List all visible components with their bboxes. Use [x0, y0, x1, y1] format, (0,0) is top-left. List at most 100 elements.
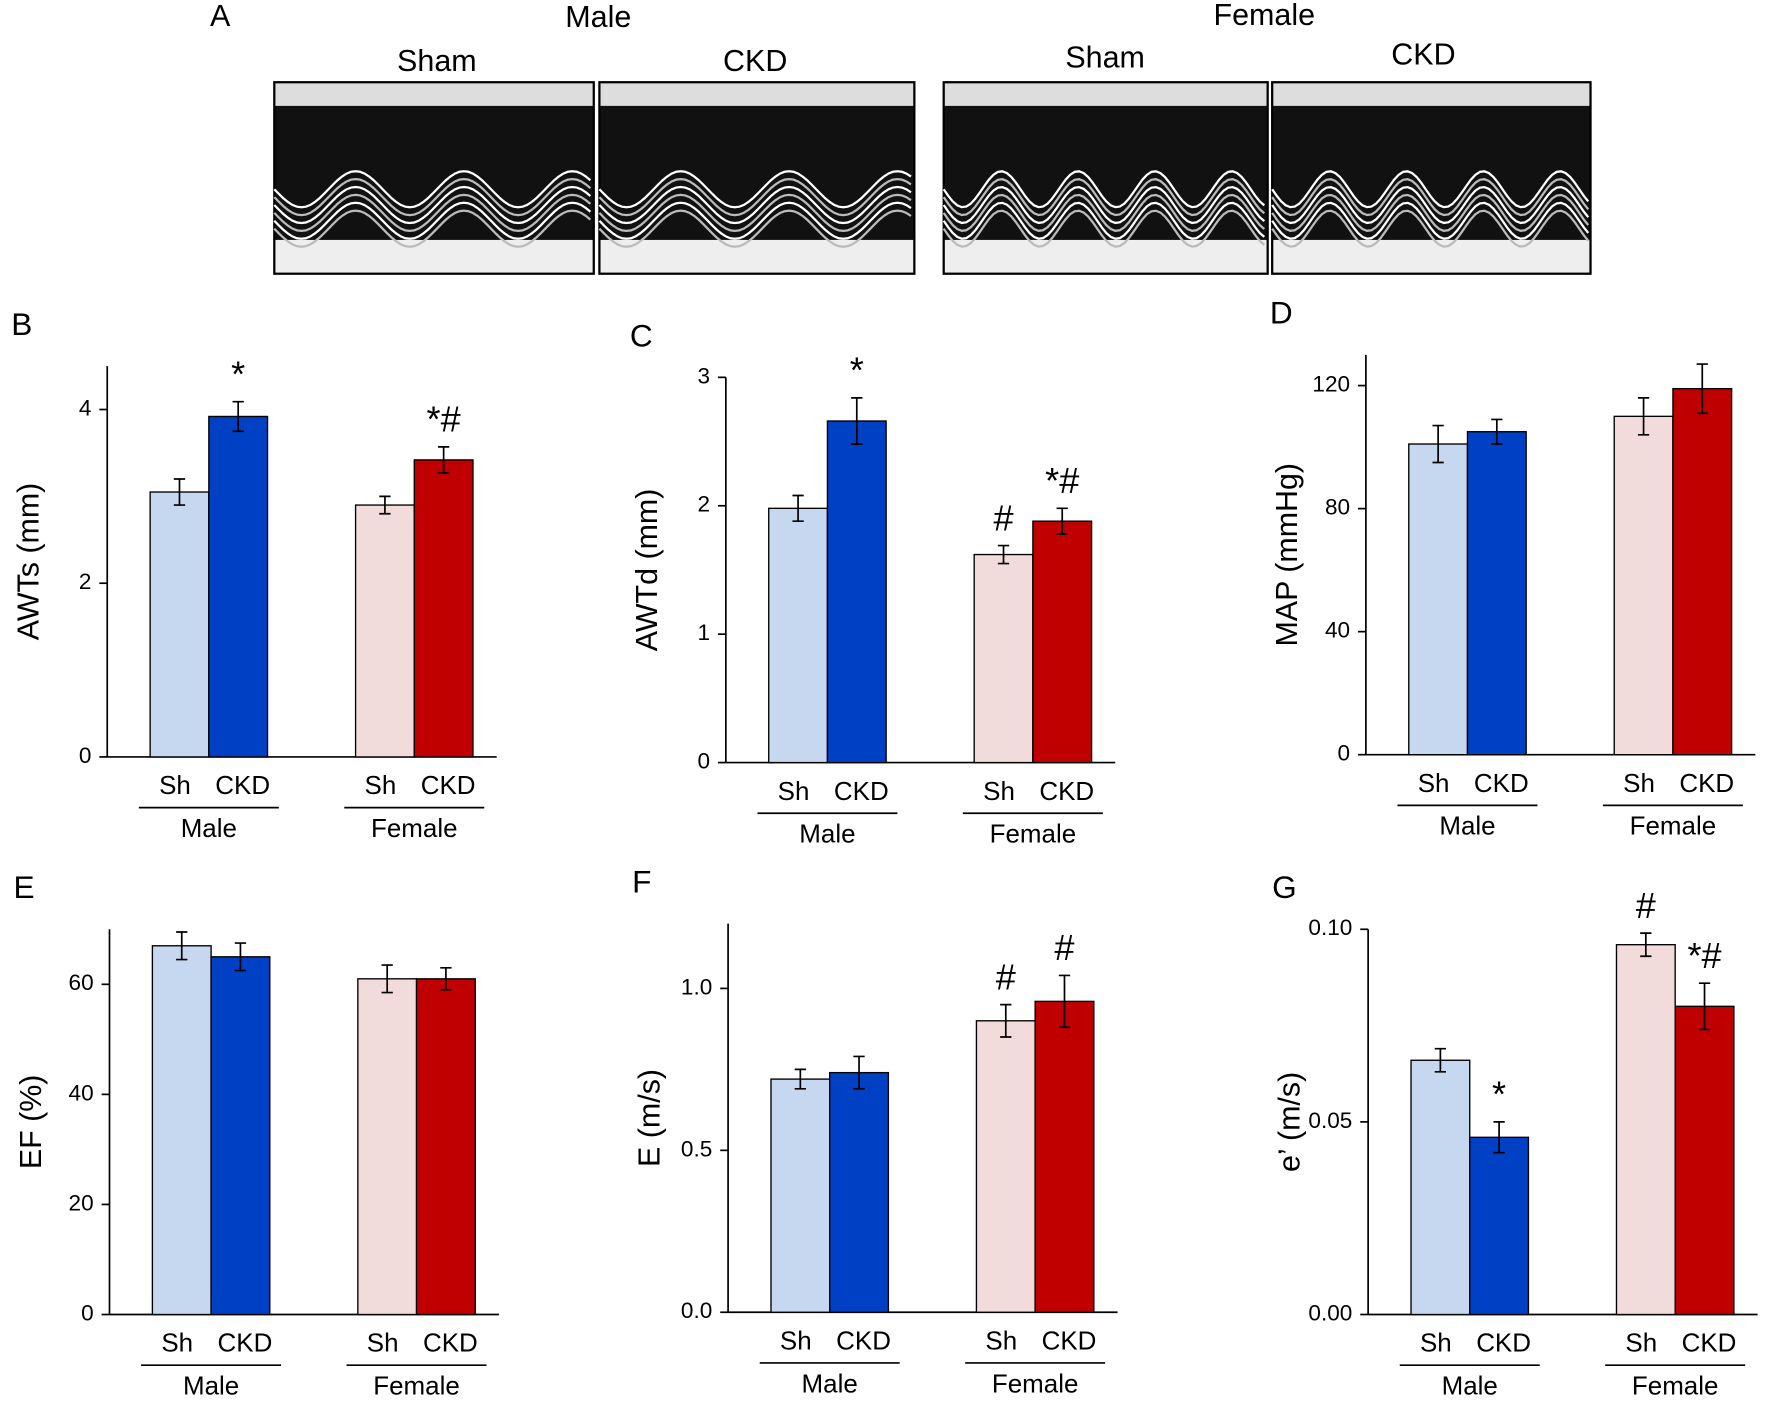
y-tick-label: 0.00	[1308, 1300, 1352, 1325]
significance-mark: *#	[1687, 935, 1721, 976]
y-tick-label: 0	[79, 743, 92, 768]
y-axis-label: AWTs (mm)	[12, 483, 46, 641]
panel-label: C	[630, 317, 653, 353]
error-bar	[1058, 974, 1071, 1029]
group-label: Female	[1632, 1373, 1719, 1401]
x-tick-label: Sh	[365, 772, 397, 800]
group-label: Female	[990, 821, 1077, 849]
group-label: Female	[992, 1370, 1079, 1398]
bar	[208, 415, 269, 758]
bar	[1408, 443, 1469, 756]
x-tick-label: CKD	[1042, 1328, 1097, 1356]
echo-wall	[273, 177, 592, 217]
group-label: Female	[371, 815, 458, 843]
echo-wall	[1271, 209, 1590, 248]
y-tick-label: 3	[697, 363, 710, 388]
error-bar	[173, 478, 186, 506]
echo-band	[600, 83, 914, 106]
x-tick-label: Sh	[1623, 770, 1655, 798]
bar	[1615, 944, 1676, 1316]
echo-band	[1273, 83, 1590, 106]
x-tick-label: Sh	[1625, 1330, 1657, 1358]
error-bar	[1000, 1003, 1012, 1038]
error-bar	[440, 966, 452, 991]
significance-mark: *#	[427, 399, 461, 440]
echo-wall	[1271, 193, 1590, 232]
bar	[413, 459, 474, 758]
image-title: CKD	[723, 44, 787, 78]
panel-label: B	[11, 306, 32, 342]
y-tick-label: 0.5	[681, 1136, 712, 1161]
significance-mark: *#	[1045, 460, 1079, 501]
group-label: Male	[1442, 1373, 1498, 1401]
panel-label: D	[1270, 295, 1293, 331]
y-tick-label: 0.05	[1308, 1108, 1352, 1133]
x-tick-label: CKD	[1682, 1330, 1737, 1358]
echo-wall	[598, 193, 912, 233]
error-bar	[794, 1068, 806, 1090]
error-bar	[1696, 363, 1708, 415]
echo-wall	[942, 170, 1266, 209]
bar	[415, 978, 476, 1316]
echo-wall	[942, 209, 1266, 248]
error-bar	[437, 446, 450, 474]
echo-wall	[942, 201, 1266, 240]
echo-wall	[1271, 201, 1590, 240]
bar	[975, 1020, 1036, 1313]
echo-band	[944, 83, 1267, 106]
y-tick-label: 20	[69, 1190, 94, 1215]
panel-label: E	[14, 869, 35, 905]
panel-label: A	[210, 0, 231, 33]
group-label: Male	[181, 815, 237, 843]
y-tick-label: 40	[1325, 618, 1350, 643]
error-bar	[1493, 1121, 1505, 1154]
bar	[1466, 431, 1527, 756]
significance-mark: *	[850, 350, 864, 391]
y-tick-label: 0.10	[1308, 915, 1352, 940]
echo-band	[600, 239, 914, 273]
significance-mark: *	[231, 353, 245, 394]
group-label: Male	[1439, 813, 1495, 841]
x-tick-label: Sh	[367, 1330, 399, 1358]
x-tick-label: CKD	[215, 772, 270, 800]
y-tick-label: 40	[69, 1080, 94, 1105]
bar	[354, 504, 415, 758]
panel-label: G	[1272, 869, 1297, 905]
y-tick-label: 1	[697, 620, 710, 645]
y-tick-label: 80	[1325, 495, 1350, 520]
echo-wall	[598, 177, 912, 217]
bar	[1034, 1000, 1095, 1313]
x-tick-label: Sh	[159, 772, 191, 800]
echo-band	[275, 83, 593, 106]
x-tick-label: Sh	[985, 1328, 1017, 1356]
echo-wall	[942, 185, 1266, 225]
significance-mark: #	[1636, 885, 1656, 926]
group-label: Male	[183, 1373, 239, 1401]
x-tick-label: Sh	[778, 778, 810, 806]
bar	[149, 491, 210, 758]
echo-wall	[273, 193, 592, 233]
echo-wall	[273, 185, 592, 225]
bar	[829, 1071, 890, 1313]
error-bar	[1491, 418, 1503, 445]
error-bar	[792, 494, 804, 523]
image-title: Sham	[397, 44, 477, 78]
bar	[210, 956, 271, 1316]
y-tick-label: 120	[1312, 372, 1350, 397]
echo-wall	[598, 201, 912, 240]
echo-band	[944, 239, 1267, 273]
x-tick-label: CKD	[1679, 770, 1734, 798]
x-tick-label: Sh	[1420, 1330, 1452, 1358]
image-title: CKD	[1391, 37, 1455, 71]
y-tick-label: 2	[697, 492, 710, 517]
significance-mark: #	[993, 497, 1013, 538]
bar	[357, 978, 418, 1316]
group-label: Male	[799, 821, 855, 849]
error-bar	[853, 1055, 865, 1090]
error-bar	[232, 400, 244, 433]
error-bar	[851, 397, 863, 445]
echo-band	[1273, 239, 1590, 273]
bar	[973, 553, 1034, 764]
